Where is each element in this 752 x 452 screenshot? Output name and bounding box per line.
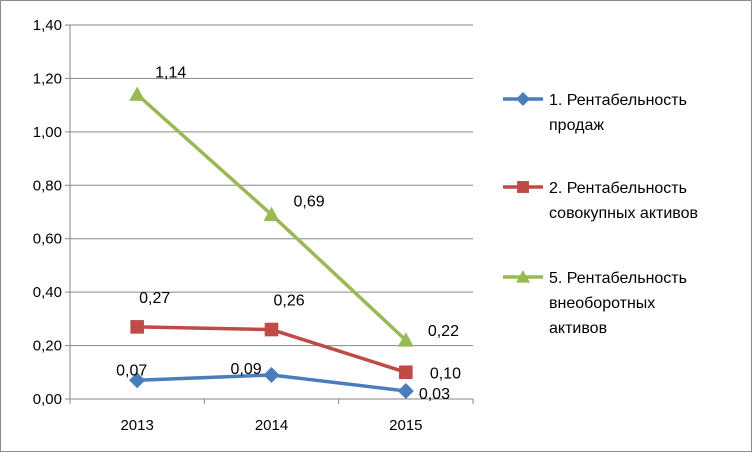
data-point bbox=[516, 270, 530, 283]
data-label: 0,09 bbox=[231, 361, 262, 378]
data-label: 0,10 bbox=[430, 365, 461, 382]
data-point bbox=[263, 206, 280, 222]
x-tick-label: 2013 bbox=[120, 417, 153, 434]
y-tick-label: 1,40 bbox=[33, 17, 62, 34]
data-point bbox=[130, 320, 144, 334]
y-tick-label: 1,20 bbox=[33, 70, 62, 87]
data-point bbox=[399, 365, 413, 380]
legend-entry-3: 5. Рентабельность внеоборотных активов bbox=[503, 270, 687, 337]
data-label: 0,69 bbox=[294, 194, 325, 211]
axes: 0,00 0,20 0,40 0,60 0,80 1,00 1,20 1,40 2013 2014… bbox=[33, 17, 474, 434]
legend-label-line: 5. Рентабельность bbox=[549, 270, 687, 287]
data-labels: 0,07 0,09 0,03 0,27 0,26 0,10 1,14 0,69 0,22 bbox=[116, 64, 461, 403]
data-label: 1,14 bbox=[155, 64, 186, 81]
series-2 bbox=[130, 320, 413, 380]
x-tick-label: 2015 bbox=[389, 417, 422, 434]
legend-label-line: совокупных активов bbox=[549, 205, 698, 222]
data-point bbox=[517, 181, 529, 193]
data-label: 0,03 bbox=[419, 386, 450, 403]
data-point bbox=[397, 332, 414, 347]
y-tick-label: 0,80 bbox=[33, 177, 62, 194]
data-label: 0,27 bbox=[139, 290, 170, 307]
series-3 bbox=[129, 86, 414, 347]
data-point bbox=[129, 86, 146, 101]
data-point bbox=[129, 372, 146, 389]
legend-label-line: 2. Рентабельность bbox=[549, 180, 687, 197]
legend-entry-2: 2. Рентабельность совокупных активов bbox=[503, 180, 698, 222]
series-1 bbox=[129, 366, 414, 399]
legend-label-line: продаж bbox=[549, 117, 604, 134]
legend: 1. Рентабельность продаж 2. Рентабельность… bbox=[503, 92, 698, 337]
series bbox=[129, 86, 414, 399]
data-point bbox=[516, 92, 530, 106]
data-point bbox=[263, 366, 280, 383]
y-tick-label: 0,20 bbox=[33, 338, 62, 355]
legend-label-line: активов bbox=[549, 320, 607, 337]
y-tick-label: 1,00 bbox=[33, 124, 62, 141]
data-label: 0,22 bbox=[428, 323, 459, 340]
legend-label-line: внеоборотных bbox=[549, 295, 655, 312]
gridlines bbox=[70, 24, 473, 347]
legend-label-line: 1. Рентабельность bbox=[549, 92, 687, 109]
y-tick-label: 0,00 bbox=[33, 391, 62, 408]
x-tick-label: 2014 bbox=[255, 417, 288, 434]
y-tick-label: 0,60 bbox=[33, 231, 62, 248]
legend-entry-1: 1. Рентабельность продаж bbox=[503, 92, 687, 134]
data-label: 0,07 bbox=[116, 362, 147, 379]
y-tick-label: 0,40 bbox=[33, 284, 62, 301]
data-label: 0,26 bbox=[274, 293, 305, 310]
data-point bbox=[397, 382, 414, 399]
data-point bbox=[264, 322, 279, 337]
